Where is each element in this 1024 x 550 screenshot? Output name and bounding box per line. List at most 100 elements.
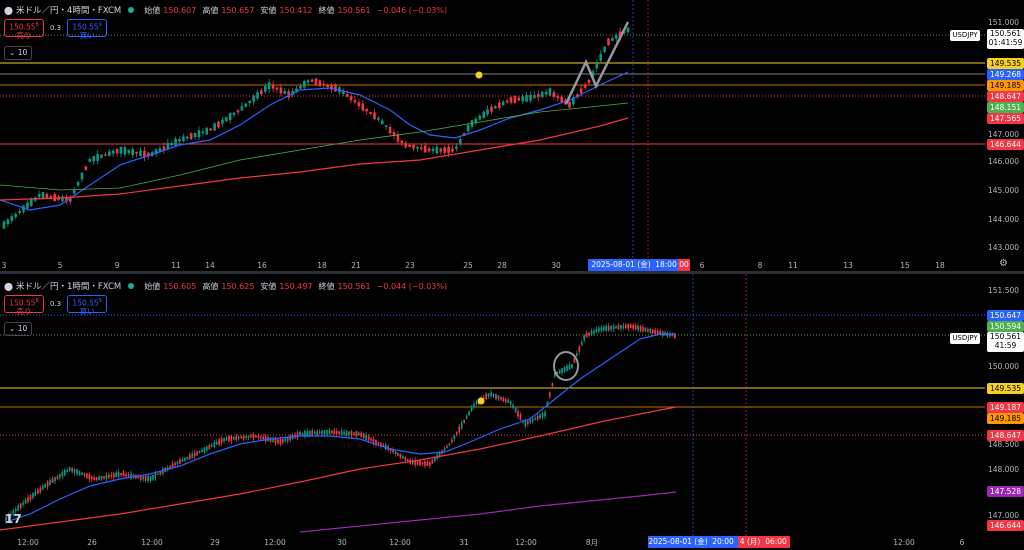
symbol-tag: USDJPY (950, 333, 980, 344)
event-marker-icon (477, 397, 485, 405)
candle-body (111, 150, 115, 154)
lot-size-selector[interactable]: ⌄ 10 (4, 322, 33, 336)
candle-body (271, 84, 275, 89)
x-axis-tick: 30 (551, 261, 561, 270)
candle-body (419, 460, 421, 466)
chart-pane-4h[interactable]: 151.000150.000148.000147.000146.000145.0… (0, 0, 1024, 271)
candle-body (402, 456, 404, 459)
candle-body (26, 202, 29, 209)
candle-body (674, 333, 676, 338)
y-axis-tick: 143.000 (988, 243, 1019, 252)
candle-body (558, 369, 561, 374)
candle-body (507, 399, 510, 403)
candle-body (215, 442, 218, 445)
x-axis-tick: 29 (210, 538, 220, 547)
candle-body (98, 476, 100, 481)
candle-body (338, 431, 341, 434)
candle-body (88, 158, 92, 162)
candle-body (127, 150, 131, 153)
candle-body (108, 474, 110, 478)
candle-body (607, 325, 610, 331)
candle-body (228, 435, 230, 442)
ma-purple-line (299, 491, 677, 533)
candle-body (330, 84, 333, 90)
candle-body (103, 476, 105, 479)
candle-body (370, 438, 372, 441)
candle-body (537, 93, 540, 98)
candle-body (512, 404, 514, 409)
candle-body (598, 327, 600, 332)
sell-button[interactable]: 150.558 売り (4, 295, 44, 316)
candle-body (448, 443, 451, 446)
candle-body (443, 147, 446, 153)
candle-body (404, 143, 407, 148)
candle-body (217, 121, 220, 128)
chart-pane-1h[interactable]: 151.500 150.000 148.500 148.000 147.000 12:00… (0, 274, 1024, 550)
y-axis-tick: 147.000 (988, 130, 1019, 139)
pane-separator[interactable] (0, 271, 1024, 274)
candle-body (342, 91, 345, 94)
candle-body (10, 216, 14, 221)
lot-size-selector[interactable]: ⌄ 10 (4, 46, 33, 60)
candle-body (424, 461, 426, 466)
candle-body (313, 431, 316, 435)
candle-body (197, 130, 201, 138)
candle-body (88, 474, 91, 480)
candle-body (632, 324, 635, 329)
candle-body (333, 430, 336, 435)
candle-body (19, 503, 22, 509)
candle-body (115, 148, 119, 154)
candle-body (544, 91, 548, 95)
price-label-yellow: 149.535 (987, 383, 1024, 394)
candle-body (416, 460, 419, 465)
candle-body (303, 81, 306, 88)
candle-body (426, 461, 429, 466)
candle-body (373, 112, 376, 120)
candle-body (257, 435, 260, 438)
candle-body (7, 514, 10, 520)
candle-body (397, 452, 399, 456)
candle-body (498, 102, 501, 109)
settings-gear-icon[interactable]: ⚙ (999, 258, 1008, 269)
candle-body (525, 94, 528, 102)
candle-body (372, 438, 375, 443)
candle-body (583, 84, 587, 88)
candle-body (504, 398, 507, 402)
price-chart-4h[interactable]: 151.000150.000148.000147.000146.000145.0… (0, 0, 1024, 271)
candle-body (482, 111, 485, 118)
candle-body (316, 430, 318, 435)
candle-body (283, 90, 287, 94)
candle-body (186, 136, 189, 139)
candle-body (438, 452, 441, 456)
candle-body (221, 119, 224, 124)
buy-button[interactable]: 150.559 買い (67, 295, 108, 316)
candle-body (439, 148, 443, 152)
buy-button[interactable]: 150.559 買い (67, 19, 108, 40)
candle-body (459, 139, 462, 144)
sell-button[interactable]: 150.558 売り (4, 19, 44, 40)
candle-body (521, 96, 524, 102)
candle-body (286, 436, 289, 441)
candle-body (259, 436, 262, 439)
candle-body (396, 134, 400, 142)
candle-body (209, 128, 212, 131)
candle-body (135, 151, 138, 154)
candle-body (269, 437, 272, 443)
x-axis-tick: 9 (115, 261, 120, 270)
candle-body (176, 461, 179, 464)
candle-body (123, 147, 127, 155)
x-axis-tick: 23 (405, 261, 415, 270)
candle-body (380, 442, 382, 446)
candle-body (629, 324, 632, 328)
candle-body (14, 509, 17, 512)
candle-body (588, 332, 590, 336)
candle-body (282, 439, 284, 443)
candle-body (644, 327, 647, 332)
candle-body (552, 92, 556, 97)
candle-body (115, 472, 118, 478)
candle-body (421, 462, 424, 465)
candle-body (473, 403, 475, 408)
candle-body (240, 436, 243, 439)
price-chart-1h[interactable]: 151.500 150.000 148.500 148.000 147.000 12:00… (0, 274, 1024, 550)
ma-red-line (0, 406, 677, 531)
